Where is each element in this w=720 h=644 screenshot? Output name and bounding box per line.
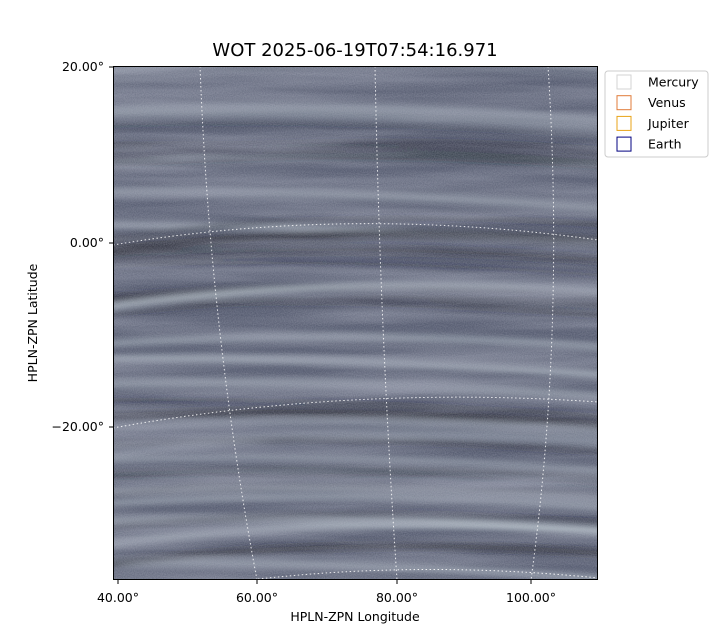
legend-box — [604, 70, 709, 158]
legend-swatch — [616, 115, 632, 131]
legend-label: Earth — [648, 137, 682, 152]
ticks: 40.00° 60.00° 80.00° 100.00° 20.00° 0.00° −20.… — [51, 59, 556, 605]
legend: Mercury Venus Jupiter Earth — [616, 74, 699, 152]
legend-label: Mercury — [648, 75, 699, 90]
legend-swatch — [616, 74, 632, 90]
y-tick-label: 0.00° — [70, 235, 104, 250]
image — [113, 66, 598, 580]
title: WOT 2025-06-19T07:54:16.971 — [212, 40, 497, 61]
legend-label: Venus — [648, 95, 686, 110]
x-tick-label: 60.00° — [236, 590, 278, 605]
y-tick-label: 20.00° — [62, 59, 104, 74]
y-tick-label: −20.00° — [51, 419, 104, 434]
x-axis-label: HPLN-ZPN Longitude — [290, 609, 420, 624]
legend-swatch — [616, 136, 632, 152]
x-tick-label: 100.00° — [506, 590, 556, 605]
x-tick-label: 80.00° — [376, 590, 418, 605]
x-tick-label: 40.00° — [97, 590, 139, 605]
legend-label: Jupiter — [647, 116, 690, 131]
legend-swatch — [616, 95, 632, 111]
y-axis-label: HPLN-ZPN Latitude — [25, 263, 40, 382]
